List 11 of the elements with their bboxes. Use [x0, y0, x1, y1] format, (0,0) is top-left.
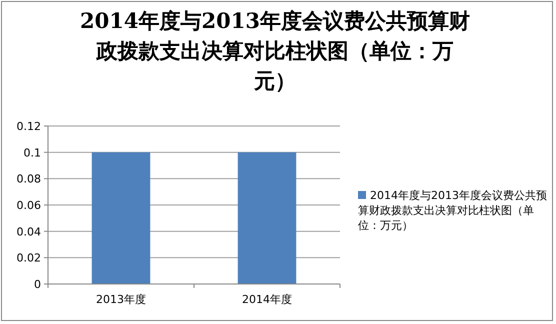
x-tick-label: 2013年度 [96, 293, 146, 306]
x-tick-label: 2014年度 [242, 293, 292, 306]
y-tick-label: 0.1 [24, 146, 41, 160]
legend-label: 2014年度与2013年度会议费公共预算财政拨款支出决算对比柱状图（单位：万元） [358, 188, 548, 233]
y-tick-label: 0.12 [16, 120, 41, 133]
y-tick-label: 0.06 [16, 199, 41, 212]
y-tick-label: 0.02 [16, 252, 41, 265]
y-tick-label: 0.08 [16, 172, 41, 186]
chart-title: 2014年度与2013年度会议费公共预算财政拨款支出决算对比柱状图（单位：万元） [80, 7, 470, 95]
y-tick-label: 0 [34, 278, 41, 291]
y-tick-label: 0.04 [16, 225, 41, 238]
